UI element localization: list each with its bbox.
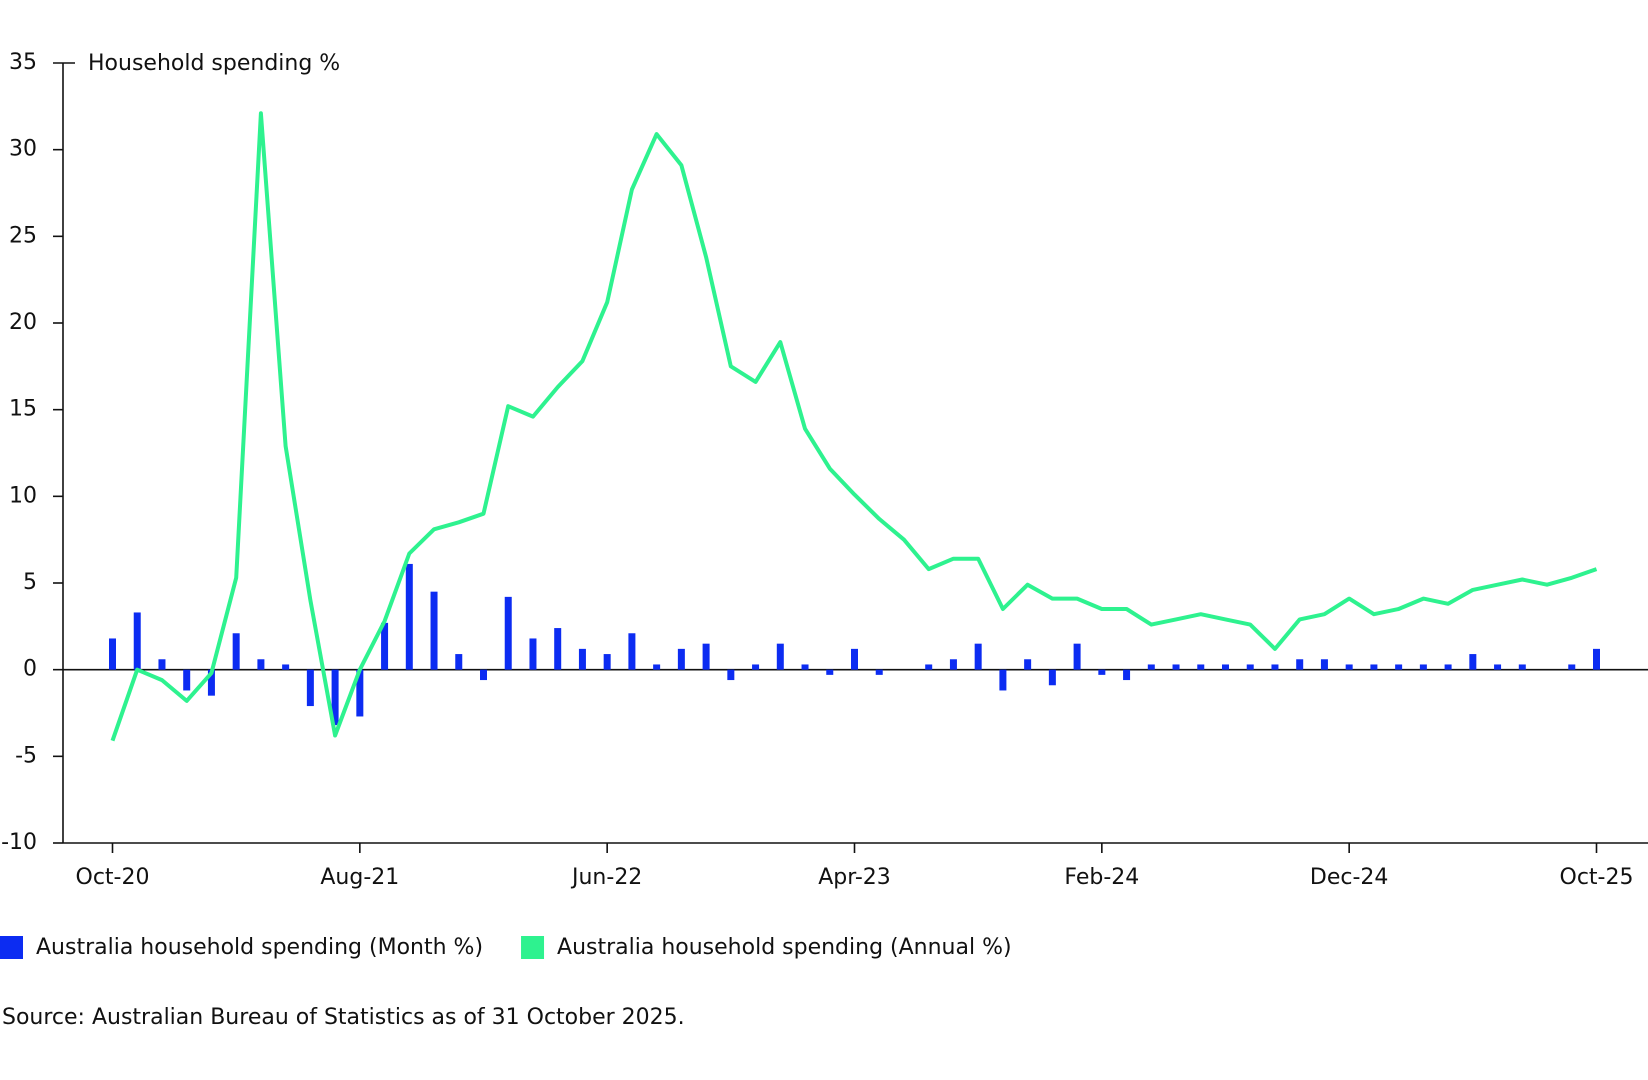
bar	[974, 643, 982, 670]
bar	[801, 664, 809, 670]
bar	[232, 633, 240, 670]
legend-label: Australia household spending (Month %)	[36, 935, 483, 960]
bar	[1048, 669, 1056, 686]
bar	[381, 622, 389, 670]
bar	[207, 669, 215, 696]
y-axis-title: Household spending %	[88, 51, 340, 76]
bar	[752, 664, 760, 670]
source-note: Source: Australian Bureau of Statistics …	[2, 1005, 685, 1030]
bar	[257, 659, 265, 670]
bar	[1296, 659, 1304, 670]
bar	[133, 612, 141, 670]
bar	[1073, 643, 1081, 670]
bar	[677, 648, 685, 670]
y-tick-label: 10	[9, 483, 37, 508]
bar	[1172, 664, 1180, 670]
x-tick-label: Oct-25	[1560, 865, 1634, 890]
y-tick-label: -5	[15, 743, 37, 768]
x-tick-label: Oct-20	[76, 865, 150, 890]
y-tick-label: 0	[23, 657, 37, 682]
bar	[851, 648, 858, 670]
bar	[776, 643, 784, 670]
bar	[949, 659, 957, 670]
x-tick-label: Apr-23	[818, 865, 891, 890]
bar	[826, 669, 834, 675]
bar	[1469, 654, 1477, 670]
bar	[529, 638, 537, 670]
x-tick-label: Dec-24	[1310, 865, 1389, 890]
bar	[480, 669, 487, 681]
bar	[331, 669, 339, 726]
bar	[282, 664, 290, 670]
line	[110, 111, 1598, 742]
bar	[1494, 664, 1502, 670]
bar	[109, 638, 116, 670]
legend-label: Australia household spending (Annual %)	[557, 935, 1012, 960]
bar	[1222, 664, 1229, 670]
legend-swatch	[521, 936, 545, 959]
bar	[702, 643, 710, 670]
bar	[1320, 659, 1328, 670]
bar	[1197, 664, 1205, 670]
legend-swatch	[0, 936, 23, 959]
y-tick-label: 5	[23, 570, 37, 595]
bar	[1518, 664, 1526, 670]
bar	[653, 664, 661, 670]
bar	[158, 659, 166, 670]
y-tick-label: 25	[9, 223, 37, 248]
bar	[1147, 664, 1155, 670]
y-tick-label: 35	[9, 50, 37, 75]
x-tick-label: Jun-22	[570, 865, 642, 890]
bar	[504, 596, 512, 670]
bar	[1395, 664, 1403, 670]
bar	[603, 654, 611, 670]
bar	[356, 669, 364, 717]
bar	[925, 664, 933, 670]
bar	[430, 591, 438, 670]
bar	[455, 654, 463, 670]
bar	[1568, 664, 1576, 670]
y-tick-label: 20	[9, 310, 37, 335]
bar	[1123, 669, 1131, 681]
bar	[578, 648, 586, 670]
bar	[405, 563, 413, 670]
x-tick-label: Aug-21	[320, 865, 399, 890]
bar	[1370, 664, 1378, 670]
bar	[727, 669, 735, 681]
bar	[1024, 659, 1032, 670]
bar	[554, 628, 562, 670]
bar	[1444, 664, 1452, 670]
bar	[1271, 664, 1279, 670]
bar	[1345, 664, 1353, 670]
bar	[1593, 648, 1600, 670]
bar	[1098, 669, 1106, 675]
bar	[1246, 664, 1254, 670]
bar	[183, 669, 191, 691]
bar	[999, 669, 1007, 691]
y-tick-label: 30	[9, 137, 37, 162]
bar	[875, 669, 883, 675]
bar	[628, 633, 636, 670]
y-tick-label: 15	[9, 397, 37, 422]
bar	[1419, 664, 1427, 670]
x-tick-label: Feb-24	[1064, 865, 1139, 890]
y-tick-label: -10	[1, 830, 37, 855]
bar	[306, 669, 314, 707]
